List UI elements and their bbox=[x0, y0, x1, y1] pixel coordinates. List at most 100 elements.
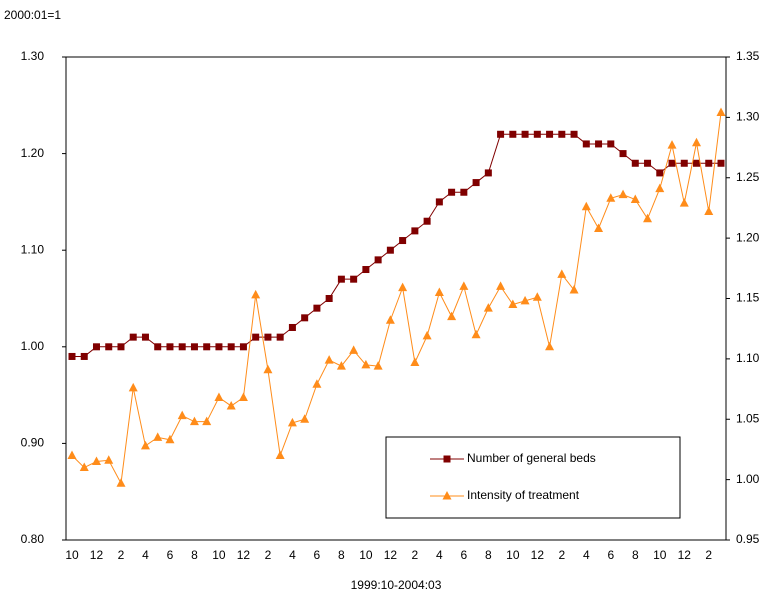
marker bbox=[447, 311, 457, 321]
marker bbox=[509, 130, 517, 138]
marker bbox=[386, 246, 394, 254]
x-tick-label: 12 bbox=[237, 548, 251, 562]
legend-box bbox=[385, 436, 681, 519]
x-tick-label: 6 bbox=[314, 548, 321, 562]
marker bbox=[128, 382, 138, 392]
y2-tick-label: 1.20 bbox=[736, 230, 760, 244]
marker bbox=[189, 416, 199, 426]
y2-tick-label: 1.30 bbox=[736, 110, 760, 124]
y2-tick-label: 1.15 bbox=[736, 291, 760, 305]
marker bbox=[251, 289, 261, 299]
marker bbox=[105, 343, 113, 351]
x-tick-label: 4 bbox=[289, 548, 296, 562]
marker bbox=[104, 455, 114, 464]
x-tick-label: 2 bbox=[412, 548, 419, 562]
marker bbox=[239, 343, 247, 351]
marker bbox=[668, 159, 676, 167]
x-axis-label: 1999:10-2004:03 bbox=[351, 578, 442, 592]
x-tick-label: 2 bbox=[265, 548, 272, 562]
marker bbox=[116, 478, 126, 487]
marker bbox=[483, 303, 493, 312]
marker bbox=[520, 295, 530, 305]
marker bbox=[411, 227, 419, 235]
x-tick-label: 6 bbox=[607, 548, 614, 562]
x-tick-label: 10 bbox=[212, 548, 226, 562]
index-note: 2000:01=1 bbox=[4, 8, 61, 22]
marker bbox=[362, 266, 370, 274]
x-tick-label: 12 bbox=[678, 548, 692, 562]
marker bbox=[313, 304, 321, 312]
marker bbox=[595, 140, 603, 148]
marker bbox=[288, 323, 296, 331]
marker bbox=[704, 206, 714, 216]
marker bbox=[631, 159, 639, 167]
legend-marker bbox=[443, 455, 451, 463]
y2-tick-label: 0.95 bbox=[736, 532, 760, 546]
marker bbox=[410, 357, 420, 366]
marker bbox=[312, 379, 322, 388]
marker bbox=[214, 392, 224, 402]
marker bbox=[532, 292, 542, 301]
marker bbox=[349, 345, 359, 354]
marker bbox=[508, 299, 518, 309]
marker bbox=[361, 359, 371, 369]
marker bbox=[190, 343, 198, 351]
marker bbox=[618, 189, 628, 199]
marker bbox=[545, 341, 555, 351]
marker bbox=[129, 333, 137, 341]
marker bbox=[667, 140, 677, 149]
marker bbox=[165, 434, 175, 444]
x-tick-label: 8 bbox=[632, 548, 639, 562]
marker bbox=[496, 281, 506, 290]
marker bbox=[692, 137, 702, 147]
marker bbox=[630, 194, 640, 203]
marker bbox=[91, 456, 101, 466]
x-tick-label: 2 bbox=[118, 548, 125, 562]
x-tick-label: 8 bbox=[338, 548, 345, 562]
marker bbox=[140, 440, 150, 450]
marker bbox=[656, 169, 664, 177]
marker bbox=[325, 295, 333, 302]
marker bbox=[226, 400, 236, 410]
y-tick-label: 1.30 bbox=[21, 49, 45, 63]
marker bbox=[717, 159, 725, 167]
marker bbox=[533, 130, 541, 138]
marker bbox=[422, 330, 432, 340]
marker bbox=[569, 285, 579, 294]
marker bbox=[238, 392, 248, 402]
marker bbox=[423, 217, 431, 225]
legend-label: Number of general beds bbox=[467, 451, 596, 465]
marker bbox=[521, 130, 529, 138]
y2-tick-label: 1.25 bbox=[736, 170, 760, 184]
marker bbox=[336, 361, 346, 370]
marker bbox=[497, 130, 505, 138]
x-tick-label: 10 bbox=[653, 548, 667, 562]
marker bbox=[350, 275, 358, 283]
marker bbox=[558, 130, 566, 138]
x-tick-label: 10 bbox=[506, 548, 520, 562]
marker bbox=[679, 198, 689, 207]
x-tick-label: 4 bbox=[436, 548, 443, 562]
x-tick-label: 12 bbox=[384, 548, 398, 562]
x-tick-label: 8 bbox=[485, 548, 492, 562]
legend-marker bbox=[442, 491, 452, 500]
x-tick-label: 2 bbox=[705, 548, 712, 562]
marker bbox=[263, 364, 273, 374]
y2-tick-label: 1.10 bbox=[736, 351, 760, 365]
marker bbox=[399, 237, 407, 245]
x-tick-label: 6 bbox=[167, 548, 174, 562]
marker bbox=[643, 213, 653, 223]
marker bbox=[153, 432, 163, 441]
marker bbox=[705, 159, 713, 167]
marker bbox=[337, 275, 345, 283]
marker bbox=[484, 169, 492, 177]
marker bbox=[716, 107, 726, 117]
marker bbox=[227, 343, 235, 351]
marker bbox=[374, 256, 382, 264]
marker bbox=[264, 333, 272, 341]
y2-tick-label: 1.35 bbox=[736, 49, 760, 63]
marker bbox=[459, 281, 469, 290]
marker bbox=[582, 140, 590, 148]
marker bbox=[606, 193, 616, 202]
